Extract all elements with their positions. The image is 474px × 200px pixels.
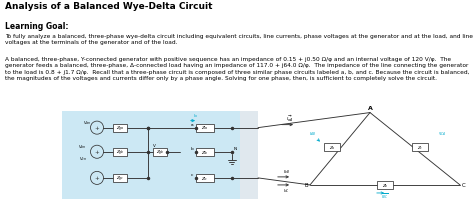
Text: $I_{cC}$: $I_{cC}$: [283, 186, 290, 194]
Bar: [324, 143, 340, 151]
Text: $Z_{gc}$: $Z_{gc}$: [116, 174, 124, 182]
Text: A balanced, three-phase, Y-connected generator with positive sequence has an imp: A balanced, three-phase, Y-connected gen…: [5, 57, 469, 80]
Text: $\overline{I_{BC}}$: $\overline{I_{BC}}$: [382, 192, 389, 200]
Bar: [153, 148, 167, 156]
Text: +: +: [95, 176, 100, 180]
Text: $\overrightarrow{I_{aA}}$: $\overrightarrow{I_{aA}}$: [286, 113, 293, 123]
Bar: [113, 148, 127, 156]
Text: +: +: [95, 150, 100, 154]
Text: Learning Goal:: Learning Goal:: [5, 22, 68, 31]
Text: $V_{an}$: $V_{an}$: [82, 119, 91, 127]
Text: +: +: [95, 126, 100, 130]
Text: $I_a$: $I_a$: [192, 111, 197, 119]
Bar: [377, 181, 393, 189]
Text: To fully analyze a balanced, three-phase wye-delta circuit including equivalent : To fully analyze a balanced, three-phase…: [5, 34, 473, 45]
Text: V: V: [153, 143, 155, 147]
Bar: [196, 174, 214, 182]
Text: C: C: [462, 183, 466, 187]
Bar: [113, 174, 127, 182]
Text: $Z_{ga}$: $Z_{ga}$: [116, 124, 124, 132]
Bar: [196, 148, 214, 156]
Text: $V_{cn}$: $V_{cn}$: [79, 154, 87, 162]
Text: $V_{bn}$: $V_{bn}$: [78, 142, 87, 150]
Text: $Z_{gb}$: $Z_{gb}$: [156, 148, 164, 156]
Text: $Z_{gb}$: $Z_{gb}$: [116, 148, 124, 156]
Text: Analysis of a Balanced Wye-Delta Circuit: Analysis of a Balanced Wye-Delta Circuit: [5, 2, 212, 11]
Text: A: A: [367, 105, 373, 110]
Text: $Z_{lb}$: $Z_{lb}$: [201, 148, 209, 156]
Bar: [412, 143, 428, 151]
Text: B: B: [304, 183, 308, 187]
Bar: [240, 111, 258, 199]
Text: a: a: [191, 122, 193, 126]
Bar: [113, 124, 127, 132]
Text: $I_{bB}$: $I_{bB}$: [283, 167, 290, 175]
Text: $I_{AB}$: $I_{AB}$: [309, 130, 316, 138]
Text: c: c: [191, 172, 193, 176]
Bar: [62, 111, 240, 199]
Text: b: b: [191, 146, 193, 150]
Bar: [196, 124, 214, 132]
Text: $\backslash I_{CA}$: $\backslash I_{CA}$: [438, 130, 447, 138]
Text: $Z_{lc}$: $Z_{lc}$: [201, 174, 209, 182]
Text: $Z_{la}$: $Z_{la}$: [201, 124, 209, 132]
Text: N: N: [234, 146, 237, 150]
Text: $Z_b$: $Z_b$: [382, 181, 388, 189]
Text: $Z_a$: $Z_a$: [329, 143, 335, 151]
Text: $Z_c$: $Z_c$: [417, 143, 423, 151]
